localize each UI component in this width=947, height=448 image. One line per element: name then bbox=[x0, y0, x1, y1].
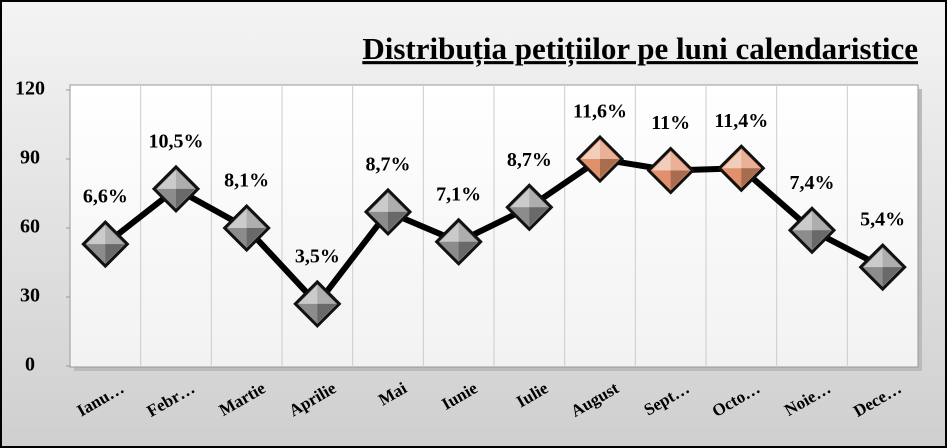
chart-title: Distribuția petițiilor pe luni calendari… bbox=[362, 31, 918, 67]
marker-facet bbox=[105, 244, 125, 264]
marker bbox=[363, 187, 413, 237]
marker-facet bbox=[86, 225, 106, 245]
marker-facet bbox=[882, 267, 902, 287]
marker-facet bbox=[510, 188, 530, 208]
data-label: 11% bbox=[651, 112, 690, 134]
y-tick-label: 0 bbox=[25, 354, 35, 376]
marker-facet bbox=[741, 168, 761, 188]
data-label: 8,7% bbox=[366, 153, 411, 175]
y-tick-label: 90 bbox=[20, 147, 40, 169]
data-label: 11,4% bbox=[714, 110, 768, 132]
marker-facet bbox=[227, 209, 247, 228]
data-label: 10,5% bbox=[149, 130, 204, 152]
marker-facet bbox=[458, 241, 478, 261]
marker-facet bbox=[529, 207, 549, 227]
marker-facet bbox=[600, 159, 619, 178]
data-label: 8,7% bbox=[507, 149, 552, 171]
marker-facet bbox=[317, 284, 337, 304]
marker bbox=[787, 206, 837, 255]
marker-facet bbox=[157, 169, 176, 189]
marker-facet bbox=[105, 225, 125, 245]
data-label: 3,5% bbox=[295, 245, 340, 267]
marker-facet bbox=[741, 149, 761, 169]
marker-facet bbox=[246, 209, 266, 228]
marker-facet bbox=[722, 149, 742, 169]
marker-facet bbox=[246, 228, 266, 247]
marker bbox=[505, 183, 554, 232]
marker bbox=[222, 203, 271, 253]
marker-facet bbox=[529, 188, 549, 208]
marker bbox=[151, 164, 201, 214]
y-tick-label: 60 bbox=[20, 216, 40, 238]
data-label: 7,4% bbox=[790, 172, 835, 194]
marker-facet bbox=[581, 140, 600, 159]
marker-facet bbox=[670, 151, 690, 171]
marker-facet bbox=[388, 211, 407, 231]
data-label: 6,6% bbox=[83, 186, 128, 208]
data-label: 7,1% bbox=[436, 183, 481, 205]
marker bbox=[646, 146, 695, 195]
marker-facet bbox=[670, 170, 690, 190]
marker bbox=[81, 219, 130, 269]
marker-facet bbox=[600, 140, 619, 159]
data-label: 8,1% bbox=[224, 170, 269, 192]
marker-facet bbox=[176, 188, 195, 208]
marker-facet bbox=[439, 222, 459, 242]
marker-facet bbox=[882, 248, 902, 268]
marker-facet bbox=[317, 303, 337, 323]
marker bbox=[293, 279, 342, 329]
marker-facet bbox=[651, 151, 671, 171]
marker-facet bbox=[298, 284, 318, 304]
marker-facet bbox=[863, 248, 883, 268]
y-tick-label: 120 bbox=[15, 78, 45, 100]
data-label: 11,6% bbox=[573, 101, 627, 123]
marker bbox=[575, 134, 625, 184]
marker-facet bbox=[458, 222, 478, 242]
marker bbox=[434, 217, 483, 266]
marker bbox=[858, 242, 907, 292]
marker-facet bbox=[176, 169, 195, 189]
marker bbox=[717, 144, 766, 193]
marker-facet bbox=[369, 192, 388, 212]
marker-facet bbox=[388, 192, 407, 212]
y-tick-label: 30 bbox=[20, 285, 40, 307]
data-label: 5,4% bbox=[860, 209, 905, 231]
marker-facet bbox=[812, 211, 831, 231]
marker-facet bbox=[793, 211, 812, 231]
marker-facet bbox=[812, 230, 831, 250]
